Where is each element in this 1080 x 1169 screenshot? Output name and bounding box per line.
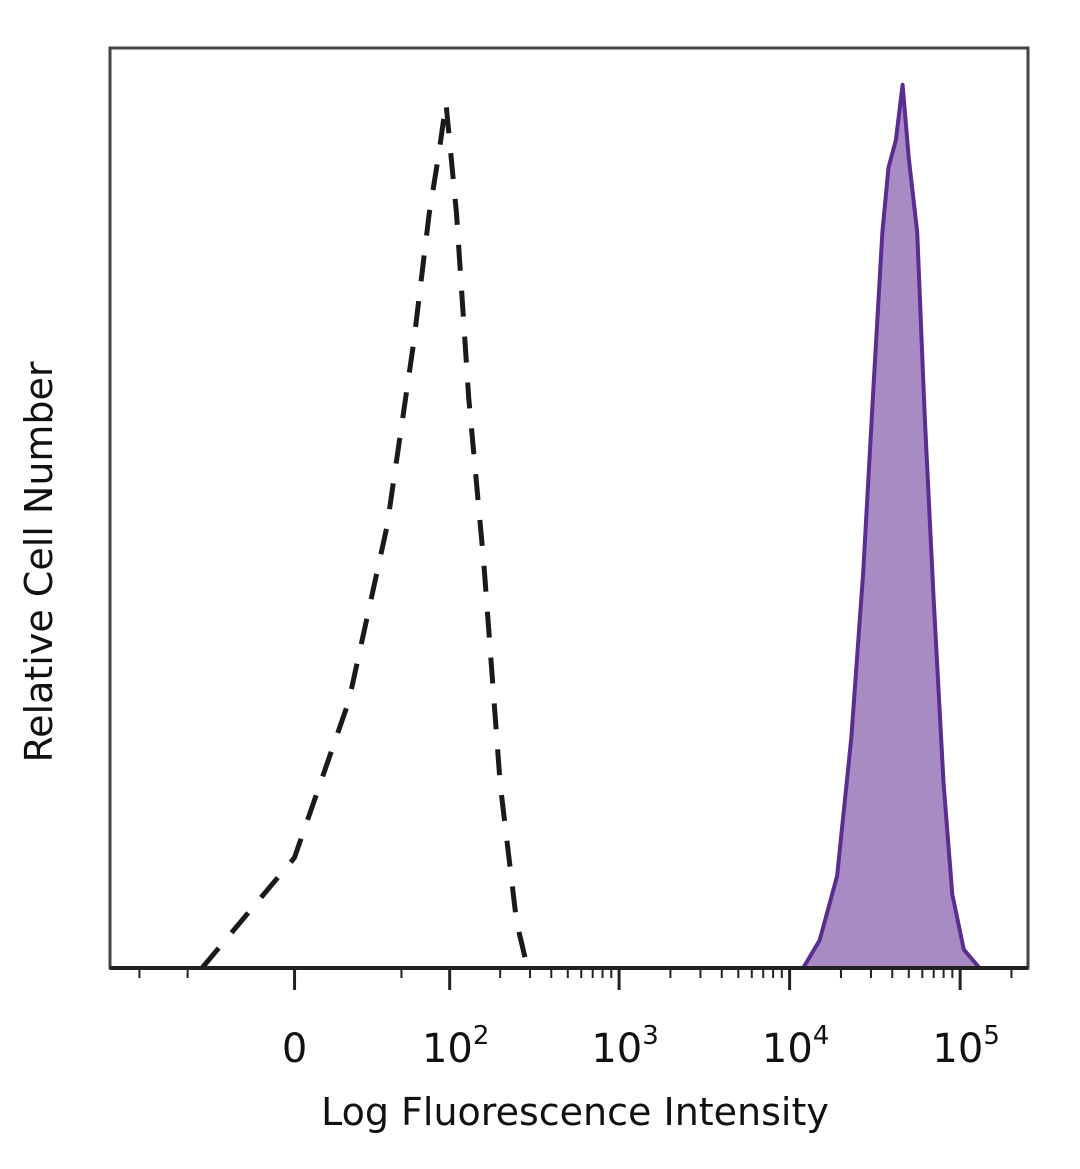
x-tick-label-2: 103	[591, 1021, 658, 1072]
x-tick-label-0: 0	[282, 1026, 307, 1072]
y-axis-label: Relative Cell Number	[17, 361, 61, 762]
series-layer	[110, 82, 1028, 970]
x-tick-label-1: 102	[422, 1021, 489, 1072]
series-1-line	[801, 82, 982, 970]
x-axis-label: Log Fluorescence Intensity	[321, 1090, 829, 1134]
x-tick-label-4: 105	[932, 1021, 999, 1072]
series-1-fill	[803, 84, 980, 969]
series-0-line	[200, 100, 530, 970]
x-tick-label-3: 104	[762, 1021, 829, 1072]
x-axis-ticks: 0 102 103 104 105	[138, 968, 1013, 1072]
